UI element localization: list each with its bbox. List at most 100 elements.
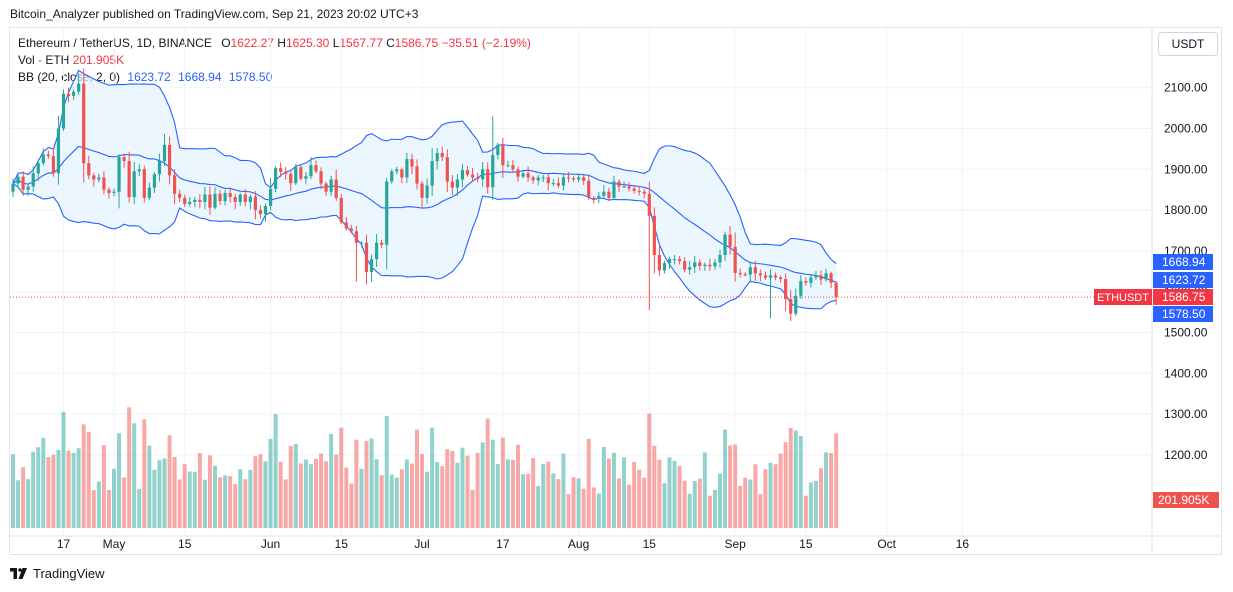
- volume-bar: [677, 466, 682, 528]
- volume-bar: [662, 483, 667, 528]
- volume-bar: [531, 458, 536, 528]
- candle-body: [314, 165, 318, 172]
- volume-bar: [384, 415, 389, 528]
- candle-body: [132, 171, 136, 198]
- volume-bar: [485, 418, 490, 528]
- volume-bar: [571, 477, 576, 528]
- candle-body: [284, 171, 288, 174]
- volume-bar: [112, 468, 116, 528]
- candle-body: [804, 281, 808, 283]
- volume-bar: [829, 453, 834, 528]
- y-tick-label: 1500.00: [1164, 326, 1208, 340]
- volume-bar: [758, 494, 763, 528]
- high-value: 1625.30: [285, 36, 330, 50]
- volume-bar: [430, 427, 435, 528]
- candle-body: [243, 194, 247, 202]
- volume-bar: [611, 452, 616, 528]
- volume-bar: [475, 452, 480, 528]
- volume-bar: [329, 434, 334, 528]
- chart-frame: [9, 27, 1222, 555]
- volume-bar: [793, 430, 798, 528]
- volume-bar: [748, 479, 753, 528]
- volume-bar: [480, 442, 485, 528]
- price-badge-last: [1153, 289, 1213, 305]
- volume-bar: [359, 468, 364, 528]
- volume-bar: [218, 477, 223, 528]
- candle-body: [566, 177, 571, 179]
- volume-bar: [541, 464, 546, 528]
- x-tick-label: Sep: [724, 537, 746, 551]
- volume-bar: [536, 486, 541, 528]
- volume-bar: [132, 423, 137, 528]
- candle-body: [193, 199, 197, 202]
- volume-bar: [278, 461, 283, 528]
- candle-body: [279, 168, 283, 172]
- candle-body: [768, 275, 773, 278]
- volume-bar: [374, 459, 379, 528]
- candle-body: [162, 144, 167, 162]
- candle-body: [294, 167, 298, 184]
- volume-bar: [733, 444, 738, 528]
- symbol-title[interactable]: Ethereum / TetherUS, 1D, BINANCE: [18, 36, 212, 50]
- y-tick-label: 1300.00: [1164, 407, 1208, 421]
- volume-bar: [803, 495, 808, 528]
- bb-basis-value: 1623.72: [127, 70, 171, 84]
- candle-body: [223, 192, 227, 202]
- volume-bar: [627, 484, 632, 528]
- volume-bar: [213, 465, 217, 528]
- volume-bar: [379, 475, 384, 528]
- volume-bar: [91, 490, 96, 528]
- candle-body: [763, 275, 768, 278]
- candle-body: [496, 144, 500, 156]
- y-tick-label: 1900.00: [1164, 162, 1208, 176]
- candle-body: [799, 281, 803, 296]
- volume-label[interactable]: Vol · ETH: [18, 53, 70, 67]
- bb-lower-value: 1578.50: [228, 70, 273, 84]
- price-badge-label: 1668.94: [1162, 255, 1206, 269]
- volume-bar: [152, 469, 157, 528]
- candle-body: [607, 191, 611, 198]
- x-tick-label: 15: [335, 537, 349, 551]
- candle-body: [667, 259, 672, 264]
- x-tick-label: Jun: [261, 537, 280, 551]
- candle-body: [597, 195, 601, 199]
- candle-body: [66, 93, 71, 96]
- candle-body: [834, 282, 838, 298]
- candle-body: [506, 165, 510, 167]
- volume-bar: [521, 474, 526, 528]
- candle-body: [26, 186, 30, 190]
- candle-body: [577, 177, 581, 180]
- volume-bar: [637, 469, 642, 528]
- volume-bar: [324, 461, 329, 528]
- candle-body: [809, 277, 813, 283]
- low-value: 1567.77: [339, 36, 383, 50]
- candle-body: [233, 197, 237, 202]
- y-tick-label: 2000.00: [1164, 122, 1208, 136]
- candle-body: [794, 295, 798, 314]
- candle-body: [733, 246, 737, 273]
- x-tick-label: 15: [799, 537, 813, 551]
- volume-bar: [707, 495, 712, 528]
- candle-body: [521, 173, 525, 177]
- candle-body: [728, 234, 732, 247]
- volume-bar: [334, 454, 339, 528]
- candle-body: [718, 254, 722, 263]
- volume-bar: [263, 461, 268, 528]
- volume-bar: [233, 484, 238, 528]
- volume-bar: [718, 473, 722, 528]
- volume-bar: [26, 479, 31, 528]
- candle-body: [274, 168, 278, 189]
- candle-body: [198, 199, 202, 202]
- volume-bar: [248, 469, 253, 528]
- volume-bar: [778, 453, 783, 528]
- volume-bar: [314, 458, 318, 528]
- currency-button[interactable]: USDT: [1158, 32, 1218, 56]
- volume-bar: [369, 438, 374, 528]
- candle-body: [516, 169, 520, 177]
- volume-bar: [743, 477, 748, 528]
- x-tick-label: 16: [956, 537, 970, 551]
- candle-body: [536, 177, 540, 181]
- candle-body: [122, 157, 126, 162]
- candle-body: [117, 157, 121, 192]
